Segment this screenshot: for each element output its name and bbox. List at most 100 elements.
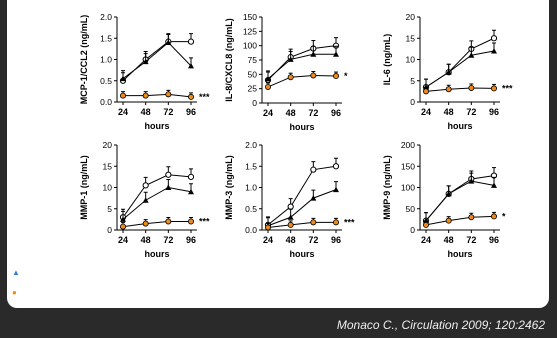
y-tick-label: 2.0 [245,140,257,150]
point-triangle [188,188,194,195]
point-orange-circle [287,221,294,228]
point-orange-circle [187,93,194,100]
point-orange-circle [264,83,271,90]
series-line [425,87,495,92]
y-axis-label: MMP-9 (ng/mL) [382,155,392,220]
y-tick-label: 0 [107,225,112,235]
y-tick-label: 0.0 [245,225,257,235]
series-line [267,165,337,226]
series-line [122,41,191,82]
chart-4: 0 5 10 15 20 24 48 72 96 hours MMP-1 (ng/mL) *** [79,140,210,259]
y-axis-label: MCP-1/CCL2 (ng/mL) [79,15,89,105]
significance-annotation: *** [199,217,210,227]
point-orange-circle [422,221,429,228]
significance-annotation: *** [199,92,210,102]
series-line [267,189,337,227]
point-orange-circle [445,86,452,93]
point-triangle [445,190,452,197]
point-orange-circle [264,224,271,231]
point-triangle [188,62,194,69]
point-triangle [120,75,126,82]
series-line [425,37,495,88]
x-axis-label: hours [144,121,169,131]
point-orange-circle [422,88,429,95]
significance-annotation: *** [344,217,355,227]
point-orange-circle [332,219,339,226]
chart-6: 0 50 100 150 200 24 48 72 96 hours MMP-9 (ng/mL) * [382,140,506,259]
significance-annotation: *** [502,83,513,93]
x-tick-label: 48 [286,235,296,245]
y-tick-label: 75 [248,55,258,65]
y-tick-label: 1.0 [100,55,112,65]
y-tick-label: 25 [248,84,258,94]
citation: Monaco C., Circulation 2009; 120:2462 [336,318,545,332]
x-tick-label: 96 [489,107,499,117]
point-open-circle [332,163,340,170]
x-axis-label: hours [289,249,314,259]
y-tick-label: 10 [406,55,416,65]
x-tick-label: 72 [308,108,318,118]
figure-panel [7,0,549,308]
y-tick-label: 0.5 [245,204,257,214]
y-tick-label: 1.5 [100,33,112,43]
triangle-legend-icon: ▲ [12,268,20,277]
point-triangle [165,184,172,190]
point-orange-circle [120,92,127,99]
x-axis-label: hours [447,121,472,131]
series-line [425,180,495,221]
point-triangle [310,195,317,201]
point-triangle [120,216,126,222]
point-open-circle [165,171,172,178]
chart-5: 0.0 0.5 1.0 1.5 2.0 24 48 72 96 hours MMP-3 (ng/mL… [224,140,355,259]
series-line [267,45,337,81]
x-tick-label: 96 [331,108,341,118]
point-triangle [265,75,271,82]
series-line [425,215,495,226]
chart-1: 0.0 0.5 1.0 1.5 2.0 24 48 72 96 hours MCP-1/CCL2 (… [79,12,210,131]
point-triangle [333,51,339,57]
x-tick-label: 72 [308,235,318,245]
chart-2: 0 25 50 75 100 125 150 24 48 72 96 hours IL-8/CXCL8 … [224,12,348,132]
x-tick-label: 24 [118,107,128,117]
y-tick-label: 2.0 [100,12,112,22]
x-axis-label: hours [289,122,314,132]
chart-3: 0 5 10 15 20 24 48 72 96 hours IL-6 (ng/mL) *** [382,12,513,131]
y-tick-label: 50 [248,69,258,79]
y-tick-label: 0 [410,97,415,107]
x-tick-label: 24 [421,107,431,117]
point-orange-circle [490,85,497,92]
series-line [123,93,192,98]
y-axis-label: MMP-3 (ng/mL) [224,155,234,220]
x-tick-label: 96 [331,235,341,245]
point-orange-circle [165,91,172,98]
point-orange-circle [142,220,149,227]
y-tick-label: 0.0 [100,97,112,107]
y-tick-label: 150 [243,12,257,22]
y-tick-label: 200 [401,140,415,150]
series-line [425,50,495,88]
y-axis-label: MMP-1 (ng/mL) [79,155,89,220]
x-tick-label: 48 [444,235,454,245]
series-line [122,186,192,220]
point-triangle [468,178,475,184]
significance-annotation: * [502,211,506,221]
y-tick-label: 0 [252,98,257,108]
y-tick-label: 5 [107,204,112,214]
point-triangle [310,51,317,57]
point-orange-circle [468,84,475,91]
point-orange-circle [310,72,317,79]
series-line [267,74,337,88]
point-triangle [491,48,497,54]
x-tick-label: 24 [421,235,431,245]
x-tick-label: 48 [286,108,296,118]
y-tick-label: 100 [243,41,257,51]
point-triangle [142,197,149,203]
x-axis-label: hours [447,249,472,259]
y-tick-label: 5 [410,76,415,86]
point-orange-circle [142,92,149,99]
point-open-circle [310,166,317,173]
point-orange-circle [287,74,294,81]
y-tick-label: 10 [103,183,113,193]
point-triangle [165,39,172,45]
series-line [122,221,191,228]
